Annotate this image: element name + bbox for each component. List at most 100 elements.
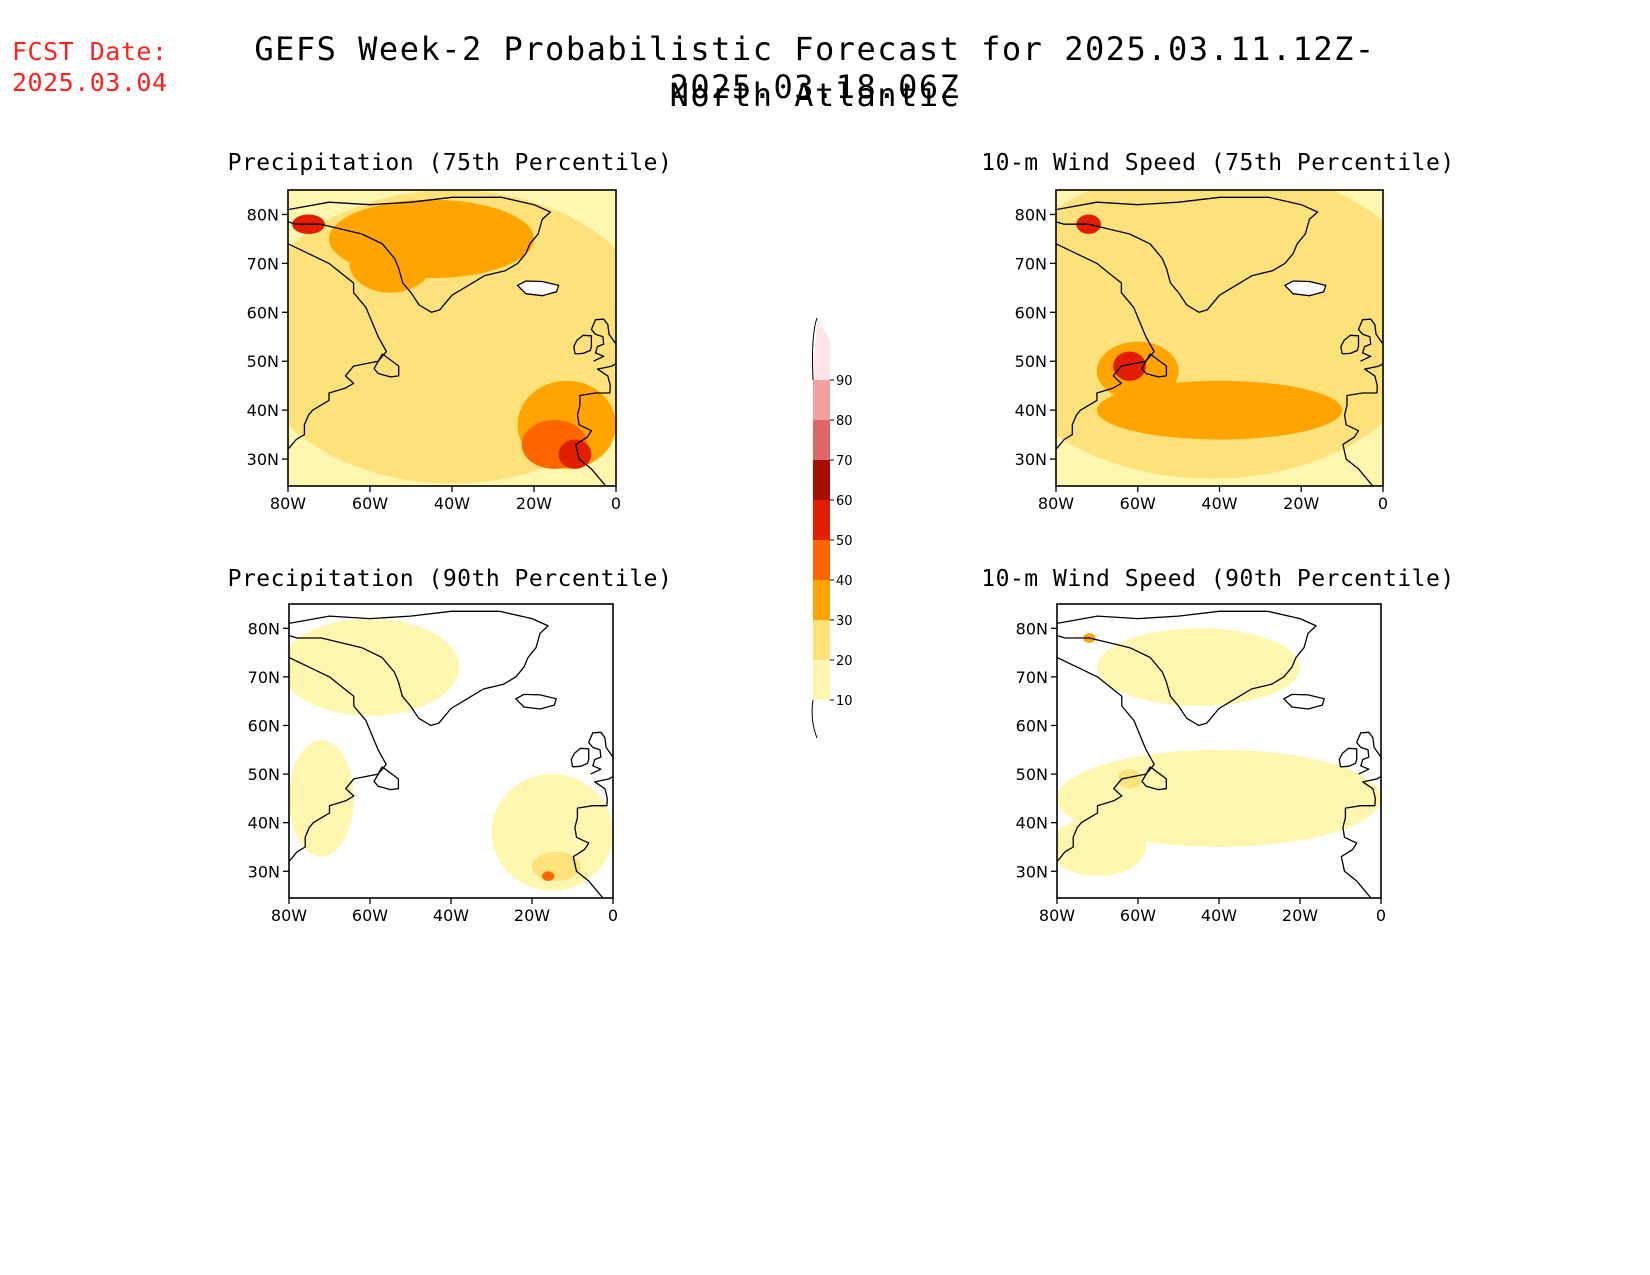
- coastline: [572, 775, 613, 898]
- lon-tick-label: 20W: [516, 494, 552, 513]
- colorbar-end-cap: [811, 699, 818, 739]
- lat-tick-label: 80N: [247, 205, 279, 224]
- coastlines: [1057, 610, 1381, 898]
- colorbar-swatch: [813, 620, 830, 660]
- lon-tick-label: 20W: [514, 906, 550, 925]
- map-panel-wind90: 80N 70N 60N 50N 40N 30N 80W 60W 40W 20W 0: [1016, 603, 1386, 925]
- panel-title-wind75: 10-m Wind Speed (75th Percentile): [981, 150, 1455, 176]
- colorbar-label: 90: [836, 374, 853, 389]
- colorbar-label: 50: [836, 534, 853, 549]
- probability-contour: [1117, 769, 1143, 789]
- lon-tick-label: 60W: [352, 494, 388, 513]
- probability-contour: [289, 618, 460, 716]
- coastline: [570, 747, 590, 768]
- iceland-outline: [516, 280, 560, 297]
- colorbar-label: 60: [836, 494, 853, 509]
- iceland-outline: [1282, 693, 1326, 710]
- coastline: [289, 610, 549, 727]
- probability-contour: [349, 234, 432, 293]
- lat-tick-label: 40N: [247, 401, 279, 420]
- lat-tick-label: 60N: [247, 303, 279, 322]
- colorbar-label: 80: [836, 414, 853, 429]
- colorbar-swatch: [813, 500, 830, 540]
- coastline: [1340, 334, 1360, 355]
- lat-tick-label: 40N: [1015, 401, 1047, 420]
- lat-tick-label: 30N: [1016, 862, 1048, 881]
- probability-shading: [289, 604, 613, 898]
- lon-tick-label: 80W: [270, 494, 306, 513]
- lon-tick-label: 20W: [1283, 494, 1319, 513]
- lat-tick-label: 70N: [248, 668, 280, 687]
- lat-tick-label: 50N: [248, 765, 280, 784]
- coastline: [289, 656, 387, 863]
- coastline: [1342, 363, 1383, 486]
- colorbar-swatch: [813, 460, 830, 500]
- colorbar: 10 20 30 40 50 60 70 80 90: [811, 317, 853, 739]
- forecast-date-label: FCST Date:: [12, 37, 168, 66]
- coastline: [575, 363, 616, 486]
- coastline: [1340, 775, 1381, 898]
- lat-tick-label: 30N: [1015, 450, 1047, 469]
- lon-tick-label: 80W: [1039, 906, 1075, 925]
- lat-tick-label: 70N: [1016, 668, 1048, 687]
- panel-title-precip90: Precipitation (90th Percentile): [227, 566, 673, 592]
- coastline: [590, 318, 616, 362]
- coastlines: [288, 196, 616, 486]
- lon-tick-label: 20W: [1282, 906, 1318, 925]
- coastline: [1056, 243, 1155, 450]
- panel-title-wind90: 10-m Wind Speed (90th Percentile): [981, 566, 1455, 592]
- colorbar-swatch: [813, 580, 830, 620]
- lon-tick-label: 40W: [1201, 906, 1237, 925]
- lon-tick-label: 40W: [1201, 494, 1237, 513]
- lon-tick-label: 0: [608, 906, 618, 925]
- lon-tick-label: 40W: [434, 494, 470, 513]
- coastline: [1057, 656, 1155, 863]
- page-subtitle: North Atlantic: [669, 76, 961, 114]
- lat-tick-label: 50N: [247, 352, 279, 371]
- colorbar-swatch: [813, 420, 830, 460]
- lon-tick-label: 0: [1376, 906, 1386, 925]
- lat-tick-label: 50N: [1016, 765, 1048, 784]
- coastline: [288, 196, 552, 313]
- lat-tick-label: 80N: [248, 619, 280, 638]
- map-panel-wind75: 80N 70N 60N 50N 40N 30N 80W 60W 40W 20W 0: [1015, 189, 1388, 513]
- colorbar-swatch: [813, 540, 830, 580]
- lon-tick-label: 60W: [1120, 494, 1156, 513]
- lon-tick-label: 80W: [271, 906, 307, 925]
- lat-tick-label: 60N: [1016, 716, 1048, 735]
- coastline: [1357, 318, 1383, 362]
- probability-contour: [289, 740, 354, 857]
- coastlines: [1056, 196, 1383, 486]
- map-panel-precip75: 80N 70N 60N 50N 40N 30N 80W 60W 40W 20W 0: [247, 189, 621, 513]
- coastline: [1338, 747, 1358, 768]
- probability-contour: [1057, 817, 1147, 877]
- colorbar-label: 40: [836, 574, 853, 589]
- coastline: [1356, 731, 1381, 775]
- lon-tick-label: 40W: [433, 906, 469, 925]
- lat-tick-label: 60N: [248, 716, 280, 735]
- iceland-outline: [514, 693, 558, 710]
- lat-tick-label: 70N: [1015, 254, 1047, 273]
- colorbar-swatch: [813, 380, 830, 420]
- iceland-outline: [1283, 280, 1327, 297]
- colorbar-swatch: [813, 318, 830, 380]
- forecast-date-value: 2025.03.04: [12, 68, 168, 97]
- lon-tick-label: 60W: [1120, 906, 1156, 925]
- colorbar-label: 10: [836, 694, 853, 709]
- coastline: [373, 353, 400, 378]
- lon-tick-label: 0: [1378, 494, 1388, 513]
- map-panel-precip90: 80N 70N 60N 50N 40N 30N 80W 60W 40W 20W 0: [248, 603, 618, 925]
- coastline: [588, 731, 613, 775]
- probability-shading: [1056, 190, 1383, 486]
- coastline: [1057, 610, 1317, 727]
- lat-tick-label: 60N: [1015, 303, 1047, 322]
- lon-tick-label: 60W: [352, 906, 388, 925]
- lat-tick-label: 80N: [1016, 619, 1048, 638]
- lat-tick-label: 30N: [248, 862, 280, 881]
- page-title: GEFS Week-2 Probabilistic Forecast for 2…: [254, 30, 1376, 106]
- lon-tick-label: 80W: [1038, 494, 1074, 513]
- lat-tick-label: 50N: [1015, 352, 1047, 371]
- coastline: [1141, 353, 1168, 378]
- coastline: [373, 766, 400, 791]
